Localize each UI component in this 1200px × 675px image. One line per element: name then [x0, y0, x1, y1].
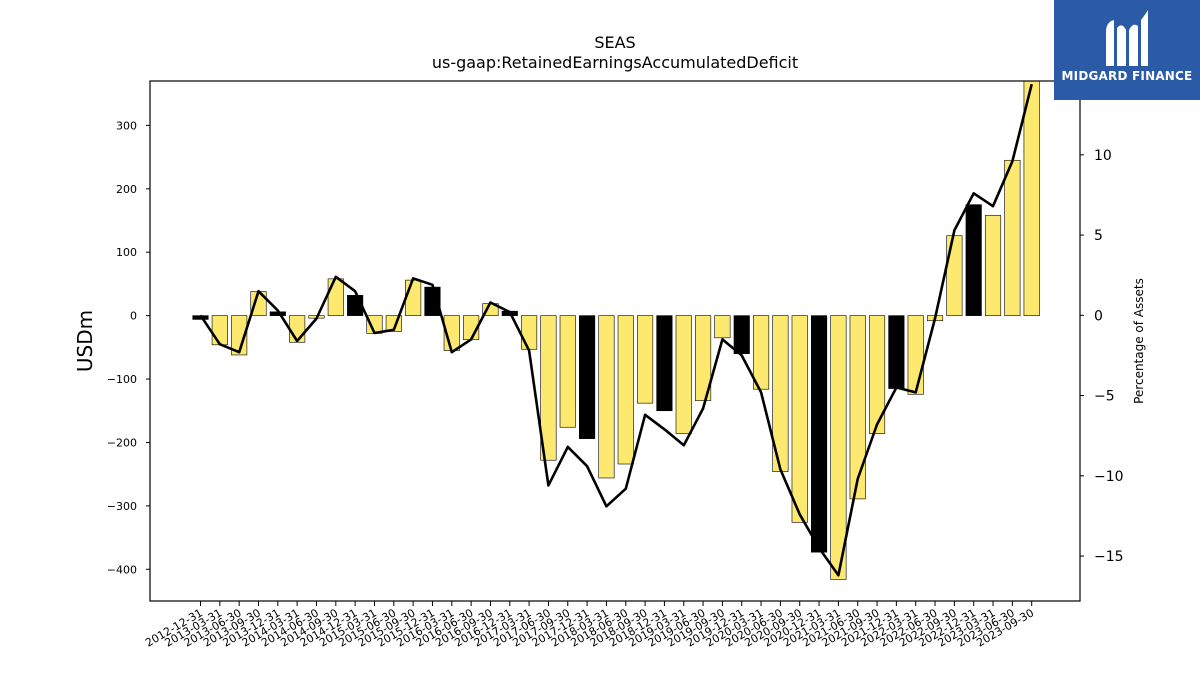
y2-axis-label: Percentage of Assets: [1132, 278, 1146, 404]
y-tick-label: −100: [107, 373, 137, 386]
bar: [211, 315, 228, 346]
bar: [753, 315, 770, 390]
bar: [965, 204, 982, 316]
y2-tick-label: −5: [1094, 389, 1115, 405]
pct-of-assets-line: [199, 83, 1033, 577]
y-tick-label: 0: [130, 310, 137, 323]
bar: [579, 315, 596, 439]
chart-title: SEAS: [594, 33, 635, 52]
y-tick-label: 300: [116, 119, 137, 132]
bar: [907, 315, 924, 395]
y2-tick-label: 5: [1094, 228, 1103, 244]
y2-tick-label: 10: [1094, 148, 1112, 164]
bar: [830, 315, 847, 580]
bar: [888, 315, 905, 389]
y-tick-label: 200: [116, 183, 137, 196]
line-series: [199, 83, 1033, 577]
bar: [521, 315, 538, 350]
y-tick-label: 100: [116, 246, 137, 259]
bar: [714, 315, 731, 339]
bars: [192, 80, 1040, 580]
logo-text: MIDGARD FINANCE: [1061, 69, 1193, 83]
bar: [656, 315, 673, 412]
midgard-finance-logo: MIDGARD FINANCE: [1054, 0, 1200, 100]
bar: [733, 315, 750, 354]
bar: [675, 315, 692, 434]
bar: [637, 315, 654, 404]
bar: [1004, 159, 1021, 316]
bar: [849, 315, 866, 500]
y-tick-label: −400: [107, 563, 137, 576]
plot-frame: [149, 80, 1081, 602]
bar: [868, 315, 886, 434]
bar: [231, 315, 248, 356]
y-tick-label: −300: [107, 500, 137, 513]
y-tick-label: −200: [107, 436, 137, 449]
bar: [811, 315, 828, 553]
bar: [1023, 80, 1040, 316]
bar: [327, 278, 344, 316]
midgard-logo-icon: [1106, 10, 1148, 67]
bar: [617, 315, 634, 465]
x-axis-ticks: 2012-12-312013-03-312013-06-302013-09-30…: [143, 601, 1036, 650]
bar: [598, 315, 615, 479]
bar: [289, 315, 306, 343]
y2-tick-label: −10: [1094, 469, 1124, 485]
chart-subtitle: us-gaap:RetainedEarningsAccumulatedDefic…: [432, 53, 798, 72]
bar: [984, 215, 1002, 316]
bar: [946, 235, 963, 316]
left-axis-ticks: −400 −300 −200 −100 0 100 200 300: [107, 119, 150, 576]
y-axis-label: USDm: [73, 310, 97, 372]
right-axis-ticks: −15 −10 −5 0 5 10: [1080, 148, 1124, 565]
bar: [405, 279, 422, 316]
bar: [540, 315, 557, 461]
bar: [791, 315, 808, 523]
y2-tick-label: −15: [1094, 549, 1124, 565]
y2-tick-label: 0: [1094, 308, 1103, 324]
bar: [559, 315, 576, 428]
bar: [695, 315, 712, 401]
